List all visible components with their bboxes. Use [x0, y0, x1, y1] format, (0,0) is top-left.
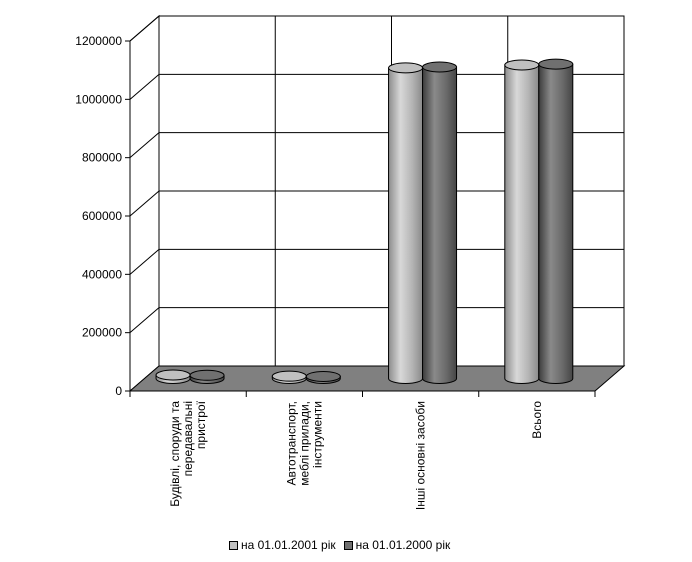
legend-swatch [229, 540, 238, 550]
bar-top [189, 369, 225, 381]
bar [305, 370, 341, 384]
bars [155, 58, 574, 384]
category-label-line: передавальні [181, 401, 195, 476]
legend-label: на 01.01.2000 рік [355, 538, 451, 552]
gridline-h [129, 190, 624, 217]
bar [189, 369, 225, 384]
bar [155, 369, 191, 384]
bar-top [305, 370, 341, 382]
y-tick-label: 0 [115, 384, 122, 398]
gridline-h [129, 15, 624, 42]
bar [538, 58, 574, 384]
x-axis-labels: Будівлі, споруди та передавальні пристрої А… [168, 400, 544, 510]
legend-item: на 01.01.2001 рік [229, 538, 336, 552]
gridline-h [129, 132, 624, 159]
legend-swatch [343, 540, 353, 550]
y-axis-ticks: 0 200000 400000 600000 800000 1000000 1200000 [75, 34, 130, 398]
category-label: Всього [530, 401, 544, 439]
bar-body [422, 66, 458, 384]
category-label-line: Інші основні засоби [414, 401, 428, 510]
y-tick-label: 1200000 [75, 34, 122, 48]
category-label: Автотранспорт, меблі прилади, інструменти [284, 401, 324, 486]
bar-body [504, 64, 540, 384]
bar-body [538, 63, 574, 384]
category-label-line: інструменти [310, 401, 324, 468]
category-label-line: Всього [530, 401, 544, 439]
y-tick-label: 400000 [82, 267, 122, 281]
y-tick-label: 1000000 [75, 92, 122, 106]
legend: на 01.01.2001 рік на 01.01.2000 рік [229, 536, 458, 554]
category-label-line: пристрої [194, 400, 208, 449]
legend-label: на 01.01.2001 рік [241, 538, 336, 552]
y-tick-label: 800000 [82, 151, 122, 165]
category-label: Будівлі, споруди та передавальні пристрої [168, 400, 208, 506]
bar-top [388, 62, 424, 74]
bar-body [388, 67, 424, 384]
y-tick-label: 200000 [82, 326, 122, 340]
bar-top [538, 58, 574, 70]
category-label: Інші основні засоби [414, 401, 428, 510]
bar-top [504, 59, 540, 71]
bar-top [422, 61, 458, 73]
y-tick-label: 600000 [82, 209, 122, 223]
bar [271, 370, 307, 384]
bar [388, 62, 424, 384]
category-label-line: меблі прилади, [297, 401, 311, 486]
gridline-h [129, 307, 624, 334]
category-label-line: Автотранспорт, [284, 401, 298, 485]
legend-item: на 01.01.2000 рік [343, 538, 451, 552]
bar [504, 59, 540, 384]
bar-top [155, 369, 191, 381]
gridline-h [129, 73, 624, 100]
bar-top [271, 370, 307, 382]
bar [422, 61, 458, 384]
gridline-h [129, 248, 624, 275]
category-label-line: Будівлі, споруди та [168, 401, 182, 507]
